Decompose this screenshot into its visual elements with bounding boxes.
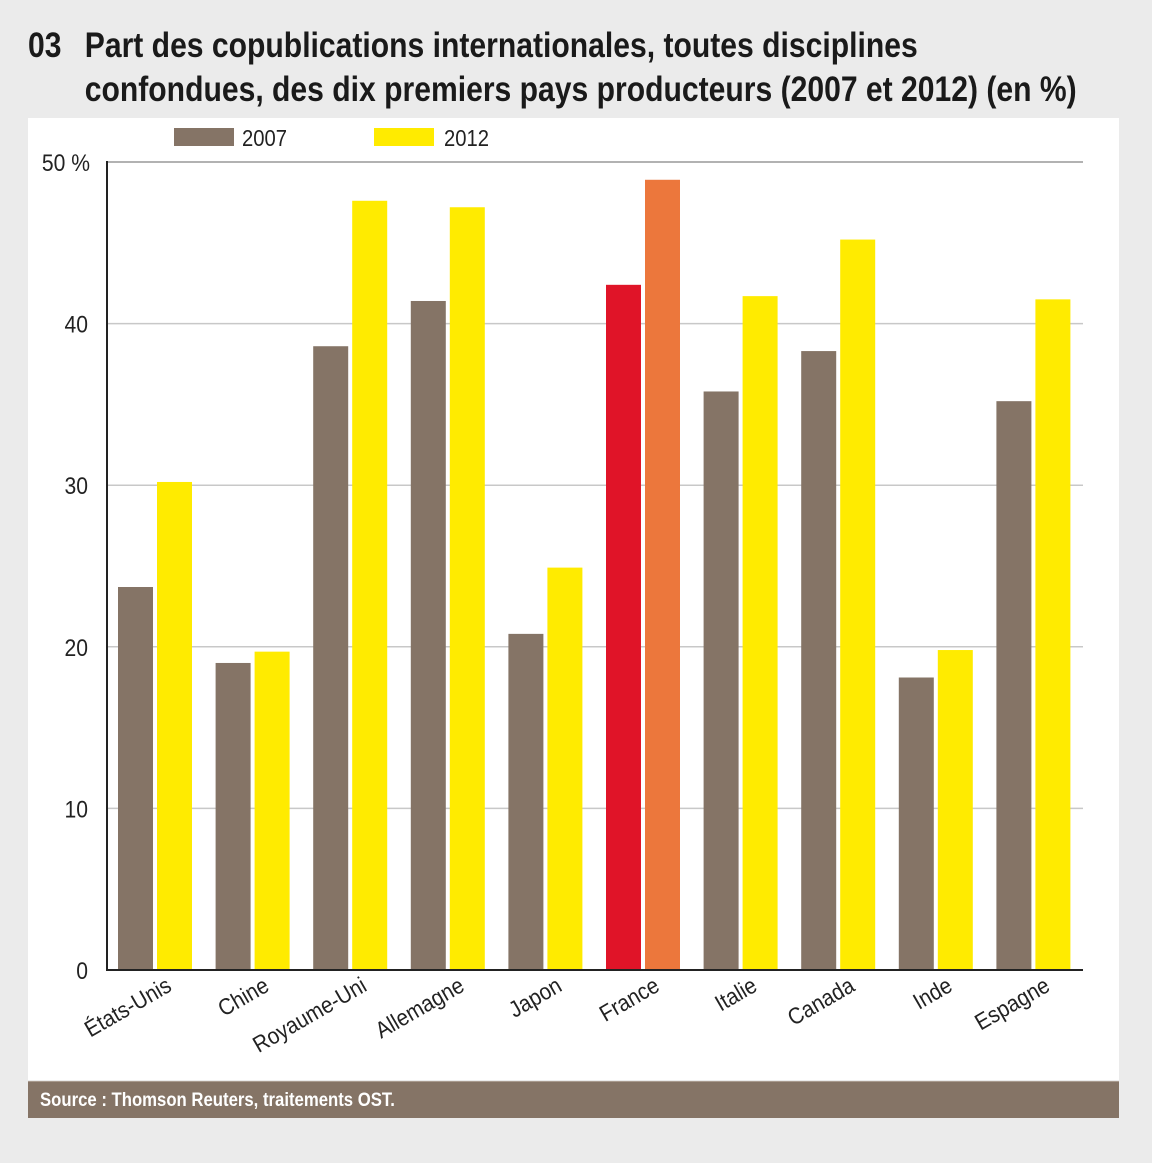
legend-label-2007: 2007 xyxy=(242,125,287,152)
bar-2007 xyxy=(801,351,837,970)
chart-title: 03 Part des copublications internationale… xyxy=(28,24,1077,112)
bar-2012 xyxy=(449,207,485,971)
legend-label-2012: 2012 xyxy=(444,125,489,152)
bar-2007 xyxy=(313,346,349,970)
x-tick-label: France xyxy=(595,972,664,1027)
y-tick-label: 40 xyxy=(65,311,88,338)
bar-2007 xyxy=(996,401,1032,971)
bar-2012 xyxy=(1035,299,1071,970)
bar-2012 xyxy=(645,179,680,970)
x-tick-label: États-Unis xyxy=(80,972,176,1043)
bar-2007 xyxy=(606,284,641,970)
x-tick-label: Chine xyxy=(213,972,273,1022)
x-tick-label: Allemagne xyxy=(371,972,469,1044)
bar-2007 xyxy=(703,391,739,970)
x-tick-label: Inde xyxy=(908,972,956,1015)
legend-swatch-2012 xyxy=(374,128,434,146)
x-tick-label: Espagne xyxy=(970,972,1054,1036)
bar-2007 xyxy=(508,633,544,970)
x-tick-label: Italie xyxy=(710,972,761,1017)
bar-2012 xyxy=(742,296,778,970)
bar-2012 xyxy=(157,481,192,970)
legend-swatch-2007 xyxy=(174,128,234,146)
bar-2007 xyxy=(118,587,153,970)
figure-number: 03 xyxy=(28,26,62,65)
bar-2012 xyxy=(254,651,290,970)
bar-2012 xyxy=(352,200,388,970)
title-line-2: confondues, des dix premiers pays produc… xyxy=(84,70,1077,109)
bar-2007 xyxy=(410,300,446,970)
y-tick-label: 30 xyxy=(65,473,88,500)
bar-2007 xyxy=(898,677,934,970)
y-tick-label: 0 xyxy=(76,958,88,985)
source-text: Source : Thomson Reuters, traitements OS… xyxy=(40,1090,395,1111)
bar-2012 xyxy=(840,239,876,970)
x-tick-label: Canada xyxy=(783,971,860,1030)
x-tick-label: Japon xyxy=(504,972,566,1023)
y-tick-label: 50 % xyxy=(42,150,90,177)
title-line-1: Part des copublications internationales,… xyxy=(84,26,918,65)
source-bar: Source : Thomson Reuters, traitements OS… xyxy=(28,1081,1119,1118)
bar-2007 xyxy=(215,662,251,970)
bar-2012 xyxy=(937,650,973,970)
y-tick-label: 20 xyxy=(65,635,88,662)
y-tick-label: 10 xyxy=(65,796,88,823)
bar-2012 xyxy=(547,567,583,970)
